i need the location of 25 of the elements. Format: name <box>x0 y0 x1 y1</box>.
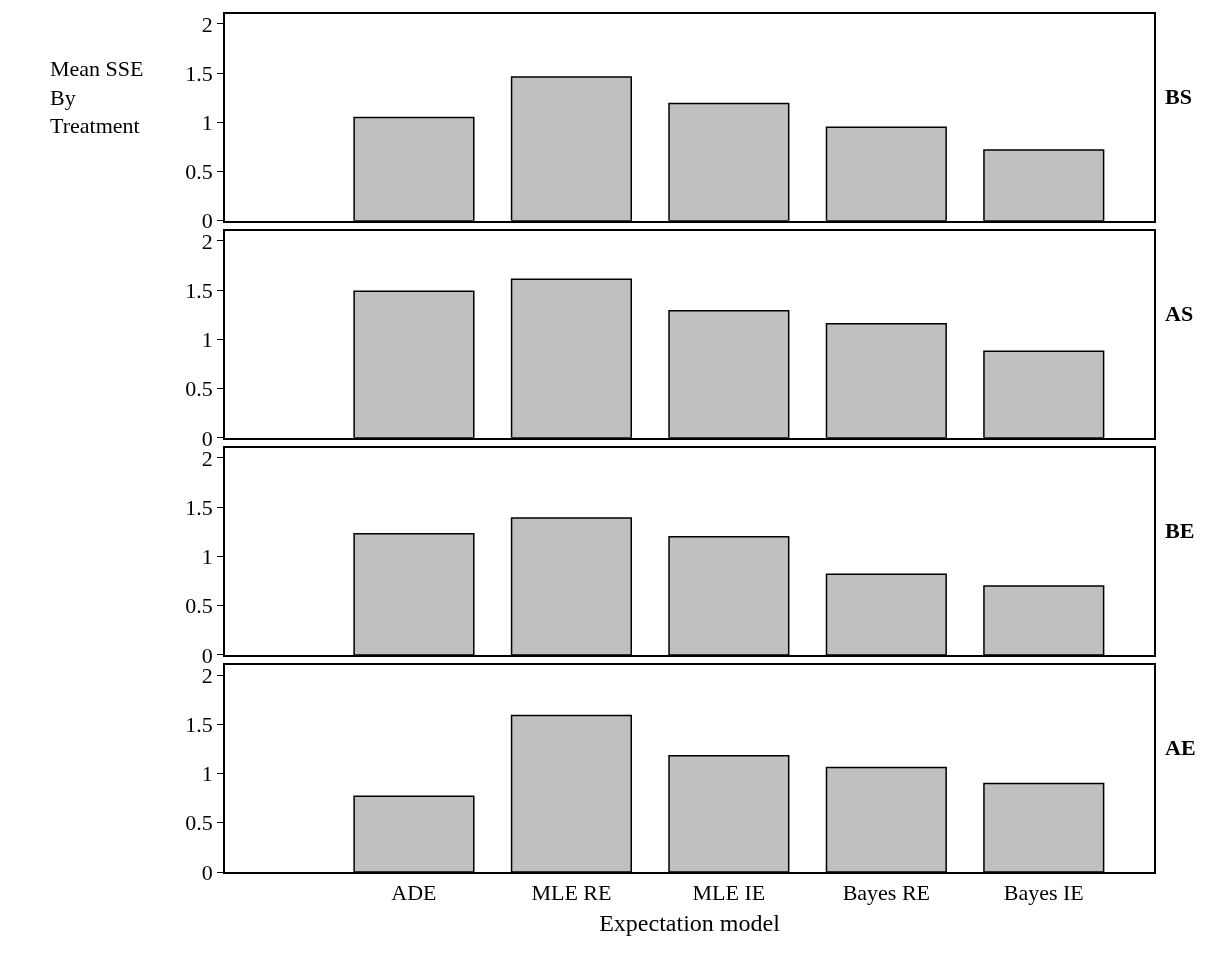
y-tick-label: 0 <box>201 859 213 885</box>
y-tick-label: 1 <box>201 110 213 136</box>
y-tick-label: 1 <box>201 761 213 787</box>
x-tick-label: MLE RE <box>531 880 612 906</box>
y-tick-label: 1.5 <box>185 494 213 520</box>
y-tick-label: 1 <box>201 544 213 570</box>
text: BE <box>1165 518 1195 543</box>
y-tick-label: 1 <box>201 327 213 353</box>
y-tick-label: 1.5 <box>185 277 213 303</box>
y-tick-label: 2 <box>201 11 213 37</box>
y-tick-label: 0.5 <box>185 593 213 619</box>
x-tick-label: ADE <box>391 880 437 906</box>
text: AS <box>1165 301 1194 326</box>
text: AE <box>1165 735 1196 760</box>
y-tick-label: 1.5 <box>185 712 213 737</box>
y-tick-label: 1.5 <box>185 60 213 86</box>
y-axis-title: Mean SSE By Treatment <box>50 56 144 139</box>
x-tick-label: MLE IE <box>692 880 766 906</box>
y-tick-label: 0.5 <box>185 159 213 185</box>
x-axis-title: Expectation model <box>599 909 781 936</box>
x-tick-label: Bayes IE <box>1003 880 1084 906</box>
y-tick-label: 0.5 <box>185 376 213 402</box>
x-tick-label: Bayes RE <box>842 880 931 906</box>
y-tick-label: 0.5 <box>185 810 213 836</box>
text: BS <box>1165 84 1192 109</box>
